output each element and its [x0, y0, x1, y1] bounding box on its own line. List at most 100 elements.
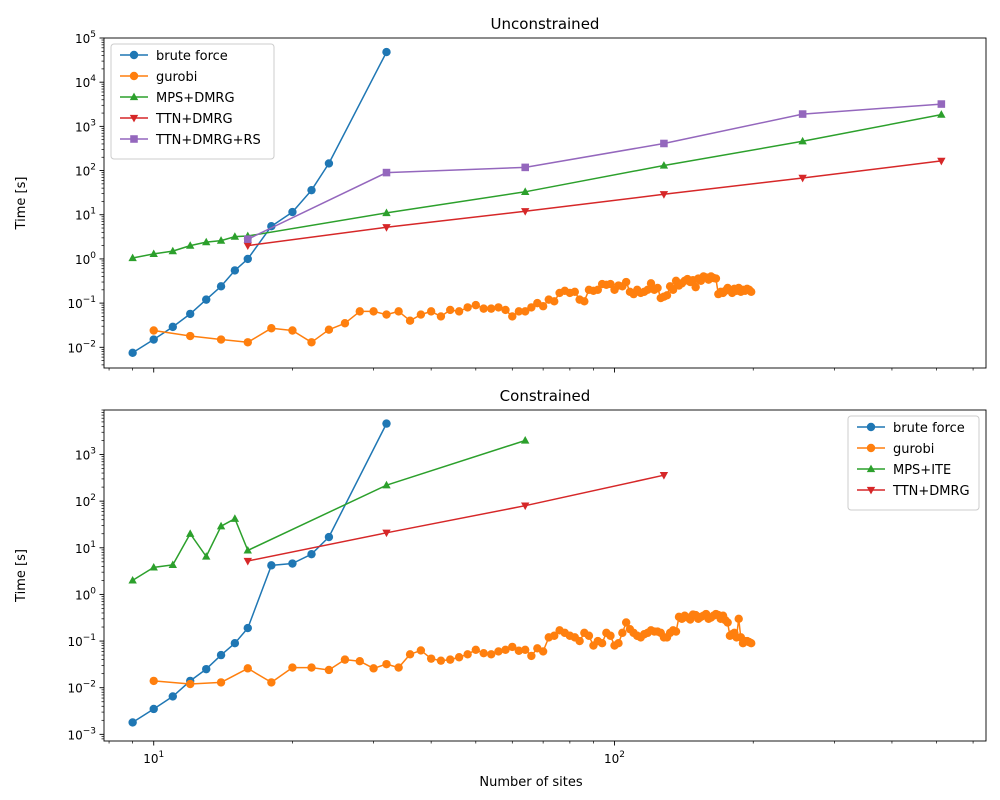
y-tick-label: 102: [75, 163, 96, 179]
data-point-mps-dmrg: [798, 136, 807, 145]
data-point-gurobi: [186, 331, 195, 341]
data-point-gurobi: [463, 303, 472, 312]
y-tick-label: 102: [75, 493, 96, 509]
data-point-mps-ite: [382, 480, 391, 489]
legend-label-ttn-dmrg: TTN+DMRG: [155, 112, 233, 127]
data-point-gurobi: [514, 307, 524, 316]
data-point-gurobi: [405, 650, 415, 659]
legend-marker-mps-ite: [866, 464, 876, 473]
x-tick-label: 101: [143, 750, 164, 766]
data-point-gurobi: [747, 639, 756, 648]
data-point-brute-force: [202, 295, 211, 304]
panel-title: Unconstrained: [491, 15, 600, 33]
data-point-gurobi: [307, 338, 316, 347]
data-point-gurobi: [618, 628, 627, 638]
legend-marker-mps-dmrg: [129, 92, 139, 101]
y-tick-label: 101: [75, 207, 96, 223]
legend-label-gurobi: gurobi: [156, 70, 197, 85]
data-point-gurobi: [550, 631, 559, 640]
data-point-gurobi: [382, 310, 391, 319]
y-tick-label: 10−3: [67, 726, 96, 742]
data-point-gurobi: [494, 647, 503, 656]
data-point-gurobi: [538, 647, 548, 656]
data-point-ttn-dmrg: [937, 157, 946, 166]
data-point-gurobi: [508, 642, 517, 652]
data-point-gurobi: [382, 659, 391, 669]
data-point-gurobi: [575, 636, 584, 646]
data-point-gurobi: [436, 656, 446, 665]
y-tick-label: 100: [75, 251, 96, 267]
y-tick-label: 103: [75, 118, 96, 134]
data-point-brute-force: [202, 664, 211, 674]
data-point-gurobi: [621, 618, 631, 627]
legend-label-brute-force: brute force: [893, 421, 965, 436]
data-point-gurobi: [416, 310, 426, 319]
data-point-gurobi: [514, 646, 524, 655]
data-point-gurobi: [662, 291, 672, 300]
data-point-gurobi: [416, 646, 426, 655]
data-point-gurobi: [538, 302, 548, 311]
data-point-gurobi: [487, 304, 496, 313]
data-point-gurobi: [149, 676, 158, 686]
data-point-mps-ite: [521, 436, 530, 444]
data-point-gurobi: [340, 319, 350, 328]
data-point-gurobi: [471, 645, 481, 654]
legend-marker-ttn-dmrg: [866, 486, 876, 495]
data-point-gurobi: [426, 654, 436, 663]
data-point-gurobi: [747, 287, 756, 297]
data-point-gurobi: [340, 655, 350, 664]
legend-marker-gurobi: [866, 443, 876, 453]
axes-frame: [103, 409, 987, 742]
y-tick-label: 100: [75, 586, 96, 602]
data-point-gurobi: [527, 651, 536, 661]
data-point-gurobi: [723, 618, 732, 627]
data-point-gurobi: [454, 653, 464, 662]
data-point-mps-ite: [128, 575, 137, 584]
data-point-mps-dmrg: [216, 236, 226, 244]
data-point-gurobi: [494, 303, 503, 312]
y-axis-label: Time [s]: [14, 177, 29, 231]
data-point-gurobi: [653, 283, 662, 293]
data-point-gurobi: [621, 277, 631, 287]
data-point-mps-ite: [149, 562, 158, 571]
data-point-brute-force: [216, 650, 226, 660]
data-point-gurobi: [394, 663, 403, 672]
data-point-gurobi: [668, 285, 678, 295]
data-point-brute-force: [128, 348, 137, 358]
unconstrained-panel: Unconstrained Time [s] 10−2 10−1 100 101 102 10…: [14, 15, 987, 373]
data-point-mps-dmrg: [128, 253, 137, 262]
series-gurobi: [149, 272, 756, 347]
data-point-gurobi: [691, 282, 700, 292]
data-point-mps-dmrg: [202, 237, 211, 246]
series-line-gurobi: [153, 613, 752, 685]
data-point-gurobi: [580, 297, 589, 306]
legend-marker-brute-force: [129, 50, 139, 60]
data-point-ttn-dmrg: [521, 208, 530, 216]
data-point-brute-force: [149, 704, 158, 714]
data-point-mps-dmrg: [168, 246, 177, 255]
data-point-ttn-dmrg-rs: [798, 110, 807, 118]
y-axis-label: Time [s]: [14, 549, 29, 603]
legend-label-brute-force: brute force: [156, 49, 228, 64]
data-point-mps-dmrg: [149, 249, 158, 258]
series-line-mps-ite: [132, 439, 526, 582]
legend-box: [847, 415, 980, 511]
data-point-gurobi: [186, 679, 195, 689]
data-point-brute-force: [267, 561, 276, 570]
data-point-mps-dmrg: [659, 161, 669, 169]
data-point-brute-force: [307, 549, 316, 559]
legend-box: [110, 43, 275, 160]
data-point-gurobi: [369, 664, 378, 673]
data-point-brute-force: [128, 718, 137, 727]
data-point-brute-force: [307, 185, 316, 195]
data-point-brute-force: [168, 322, 177, 332]
legend: brute force gurobi MPS+ITE TTN+DMRG: [847, 415, 980, 511]
data-point-gurobi: [671, 627, 681, 636]
data-point-ttn-dmrg-rs: [243, 235, 252, 243]
data-point-brute-force: [168, 692, 177, 701]
data-point-gurobi: [267, 678, 276, 687]
series-line-ttn-dmrg: [247, 474, 665, 562]
legend: brute force gurobi MPS+DMRG TTN+DMRG TTN+DMR…: [110, 43, 275, 160]
legend-label-mps-dmrg: MPS+DMRG: [156, 91, 235, 106]
data-point-mps-ite: [202, 552, 211, 560]
